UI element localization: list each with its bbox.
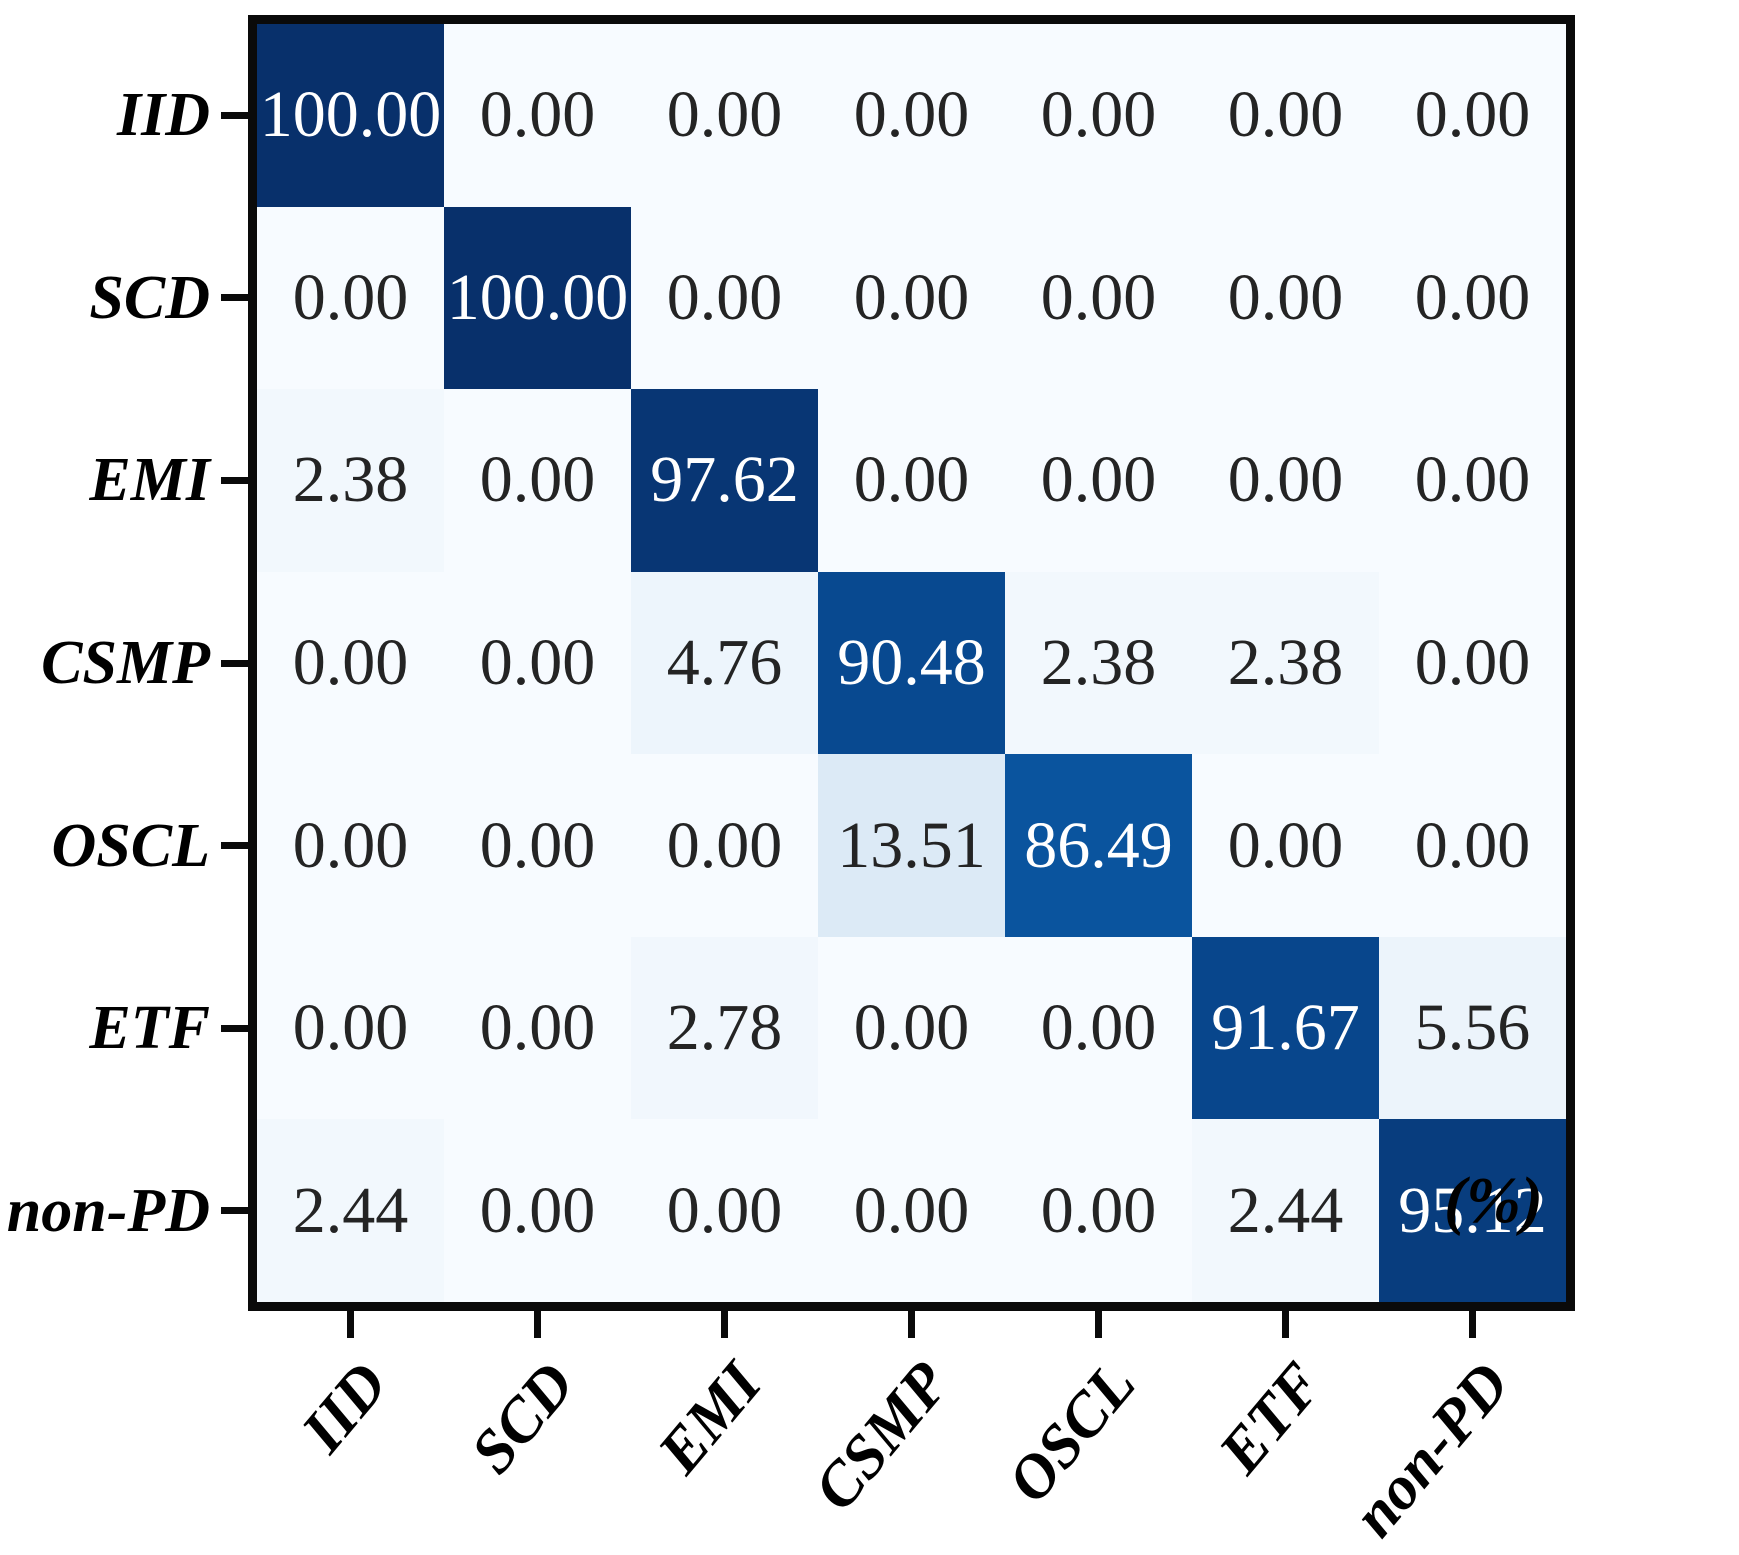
matrix-cell-CSMP-IID: 0.00 xyxy=(257,571,444,755)
y-tick-CSMP xyxy=(221,659,248,667)
heatmap-plot-area: 100.00 0.00 0.00 0.00 0.00 0.00 0.00 0.00 100.00… xyxy=(248,15,1575,1311)
matrix-cell-EMI-non-PD: 0.00 xyxy=(1379,389,1566,572)
matrix-cell-SCD-CSMP: 0.00 xyxy=(818,206,1005,390)
matrix-cell-SCD-EMI: 0.00 xyxy=(631,206,818,390)
matrix-cell-ETF-non-PD: 5.56 xyxy=(1379,936,1566,1120)
matrix-cell-non-PD-CSMP: 0.00 xyxy=(818,1119,1005,1302)
matrix-cell-CSMP-SCD: 0.00 xyxy=(444,571,631,755)
matrix-cell-EMI-CSMP: 0.00 xyxy=(818,389,1005,572)
matrix-cell-IID-SCD: 0.00 xyxy=(444,24,631,207)
matrix-cell-CSMP-EMI: 4.76 xyxy=(631,571,818,755)
matrix-cell-non-PD-SCD: 0.00 xyxy=(444,1119,631,1302)
matrix-cell-OSCL-ETF: 0.00 xyxy=(1192,754,1379,937)
y-label-ETF: ETF xyxy=(89,994,210,1063)
y-label-OSCL: OSCL xyxy=(51,811,210,880)
y-label-EMI: EMI xyxy=(89,446,210,515)
matrix-cell-ETF-CSMP: 0.00 xyxy=(818,936,1005,1120)
matrix-cell-ETF-ETF: 91.67 xyxy=(1192,936,1379,1120)
matrix-cell-SCD-non-PD: 0.00 xyxy=(1379,206,1566,390)
matrix-cell-OSCL-SCD: 0.00 xyxy=(444,754,631,937)
y-tick-non-PD xyxy=(221,1207,248,1215)
matrix-cell-SCD-SCD: 100.00 xyxy=(444,206,631,390)
matrix-cell-IID-EMI: 0.00 xyxy=(631,24,818,207)
matrix-cell-CSMP-ETF: 2.38 xyxy=(1192,571,1379,755)
matrix-cell-OSCL-CSMP: 13.51 xyxy=(818,754,1005,937)
x-tick-non-PD xyxy=(1469,1311,1476,1338)
y-label-non-PD: non-PD xyxy=(6,1176,210,1245)
matrix-cell-IID-non-PD: 0.00 xyxy=(1379,24,1566,207)
matrix-cell-SCD-OSCL: 0.00 xyxy=(1005,206,1192,390)
x-tick-CSMP xyxy=(908,1311,915,1338)
matrix-cell-EMI-EMI: 97.62 xyxy=(631,389,818,572)
x-label-IID: IID xyxy=(288,1350,401,1466)
x-tick-SCD xyxy=(534,1311,541,1338)
matrix-cell-ETF-SCD: 0.00 xyxy=(444,936,631,1120)
matrix-cell-IID-CSMP: 0.00 xyxy=(818,24,1005,207)
x-tick-EMI xyxy=(721,1311,728,1338)
matrix-cell-OSCL-IID: 0.00 xyxy=(257,754,444,937)
unit-percent-label: (%) xyxy=(1444,1164,1543,1237)
matrix-cell-EMI-ETF: 0.00 xyxy=(1192,389,1379,572)
matrix-cell-IID-OSCL: 0.00 xyxy=(1005,24,1192,207)
y-tick-EMI xyxy=(221,476,248,484)
matrix-cell-OSCL-OSCL: 86.49 xyxy=(1005,754,1192,937)
matrix-cell-SCD-IID: 0.00 xyxy=(257,206,444,390)
matrix-cell-CSMP-non-PD: 0.00 xyxy=(1379,571,1566,755)
y-tick-OSCL xyxy=(221,842,248,850)
matrix-cell-OSCL-EMI: 0.00 xyxy=(631,754,818,937)
matrix-cell-ETF-EMI: 2.78 xyxy=(631,936,818,1120)
matrix-cell-non-PD-ETF: 2.44 xyxy=(1192,1119,1379,1302)
x-tick-OSCL xyxy=(1095,1311,1102,1338)
heatmap-grid: 100.00 0.00 0.00 0.00 0.00 0.00 0.00 0.00 100.00… xyxy=(257,24,1566,1302)
matrix-cell-non-PD-IID: 2.44 xyxy=(257,1119,444,1302)
y-label-CSMP: CSMP xyxy=(41,629,210,697)
matrix-cell-non-PD-EMI: 0.00 xyxy=(631,1119,818,1302)
matrix-cell-EMI-SCD: 0.00 xyxy=(444,389,631,572)
matrix-cell-IID-IID: 100.00 xyxy=(257,24,444,207)
matrix-cell-EMI-IID: 2.38 xyxy=(257,389,444,572)
matrix-cell-non-PD-OSCL: 0.00 xyxy=(1005,1119,1192,1302)
matrix-cell-IID-ETF: 0.00 xyxy=(1192,24,1379,207)
matrix-cell-ETF-OSCL: 0.00 xyxy=(1005,936,1192,1120)
y-tick-SCD xyxy=(221,294,248,302)
matrix-cell-ETF-IID: 0.00 xyxy=(257,936,444,1120)
y-label-IID: IID xyxy=(116,81,210,150)
y-label-SCD: SCD xyxy=(89,263,210,332)
matrix-cell-CSMP-CSMP: 90.48 xyxy=(818,571,1005,755)
matrix-cell-SCD-ETF: 0.00 xyxy=(1192,206,1379,390)
x-tick-ETF xyxy=(1282,1311,1289,1338)
matrix-cell-EMI-OSCL: 0.00 xyxy=(1005,389,1192,572)
matrix-cell-non-PD-non-PD: 95.12 xyxy=(1379,1119,1566,1302)
matrix-cell-OSCL-non-PD: 0.00 xyxy=(1379,754,1566,937)
y-tick-ETF xyxy=(221,1024,248,1032)
x-tick-IID xyxy=(347,1311,354,1338)
matrix-cell-CSMP-OSCL: 2.38 xyxy=(1005,571,1192,755)
y-tick-IID xyxy=(221,111,248,119)
